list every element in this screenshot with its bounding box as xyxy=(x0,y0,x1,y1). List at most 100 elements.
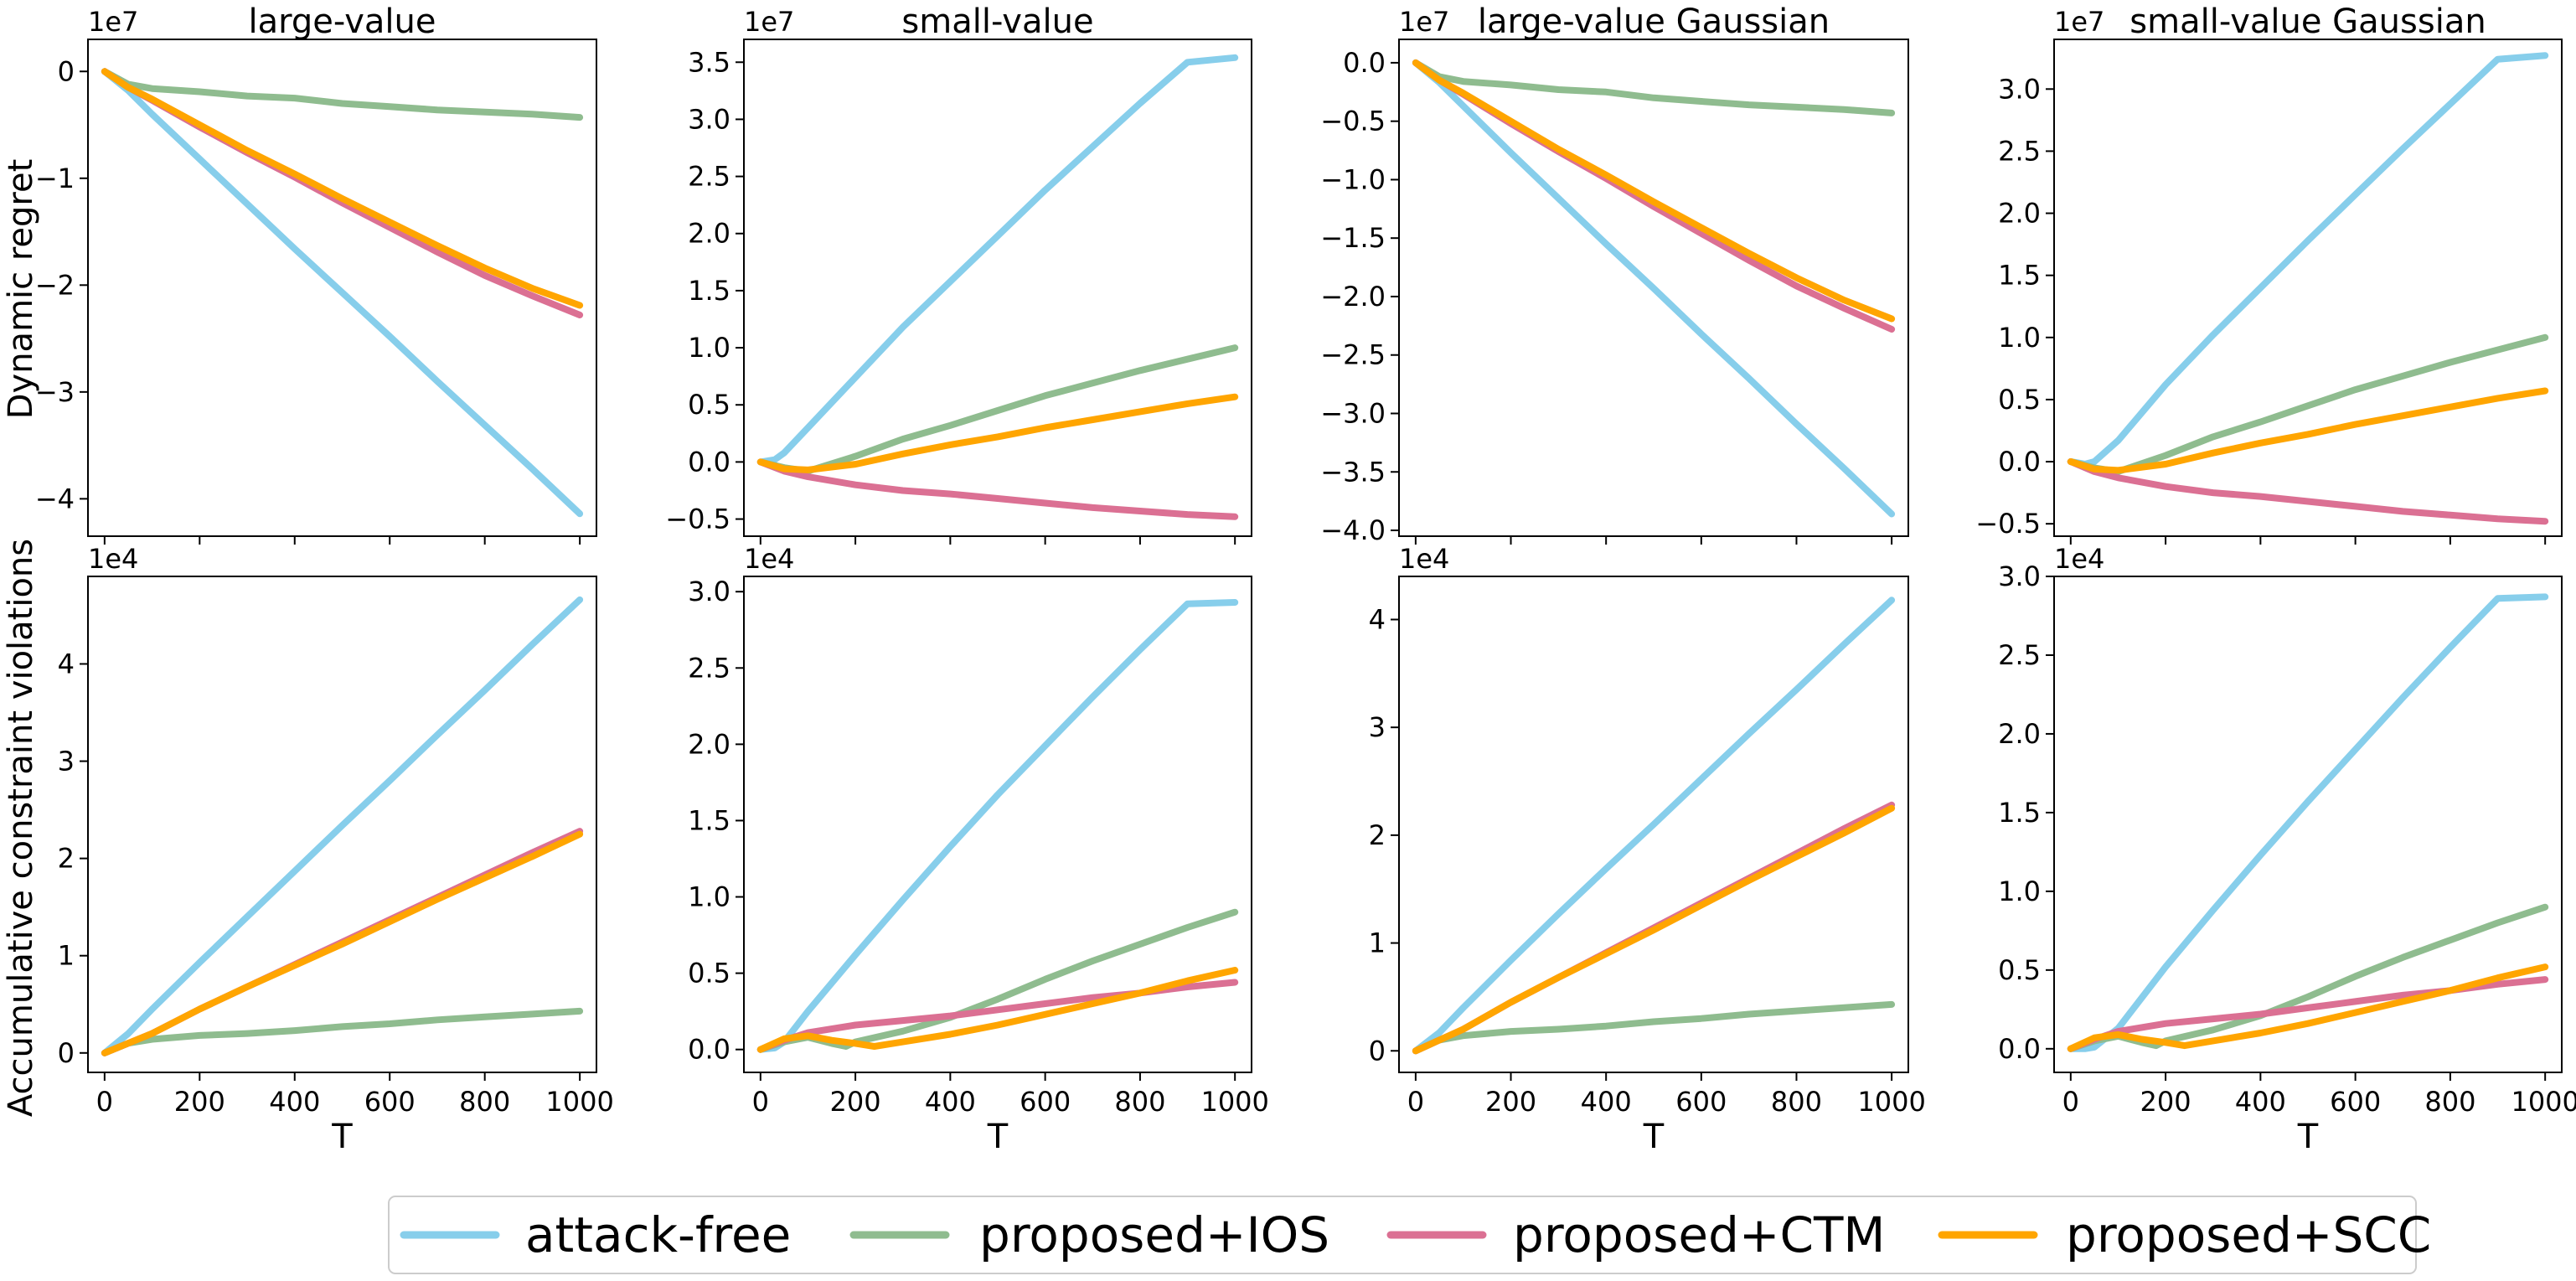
y-tick-label: 0.0 xyxy=(1343,47,1386,79)
y-tick-label: −0.5 xyxy=(1320,106,1386,137)
x-tick-label: 800 xyxy=(459,1086,510,1118)
y-tick-label: −0.5 xyxy=(1975,508,2041,540)
y-tick-label: 1.0 xyxy=(688,881,730,913)
series-line-ctm-2 xyxy=(756,458,1239,520)
y-tick-label: 0.5 xyxy=(688,389,730,421)
legend-entry-scc: proposed+SCC xyxy=(1938,1206,2431,1263)
series-line-attack-free-1 xyxy=(101,68,584,518)
x-tick-label: 600 xyxy=(2330,1086,2381,1118)
x-tick-label: 200 xyxy=(174,1086,225,1118)
y-tick-label: 2.0 xyxy=(1998,718,2041,750)
y-tick-label: −3 xyxy=(35,376,75,408)
y-tick-label: 2.5 xyxy=(1998,135,2041,167)
series-line-scc-5 xyxy=(101,830,584,1056)
y-tick-label: 1.0 xyxy=(1998,322,2041,354)
y-tick-label: 4 xyxy=(1369,603,1386,635)
series-line-ios-3 xyxy=(1412,59,1896,116)
y-tick-label: 1.5 xyxy=(688,275,730,307)
legend-label-ios: proposed+IOS xyxy=(979,1206,1329,1263)
x-tick-label: 1000 xyxy=(545,1086,613,1118)
y-tick-label: 0.0 xyxy=(688,446,730,478)
series-line-attack-free-8 xyxy=(2067,593,2549,1052)
y-tick-label: 0 xyxy=(58,1037,75,1069)
axes-frame xyxy=(1398,39,1909,537)
series-line-ios-1 xyxy=(101,68,584,121)
series-line-scc-4 xyxy=(2067,387,2549,474)
x-tick-label: 400 xyxy=(269,1086,320,1118)
y-tick-label: −2.5 xyxy=(1320,339,1386,371)
axes-frame xyxy=(2053,576,2563,1073)
axis-offset-text: 1e7 xyxy=(88,6,138,38)
series-line-scc-6 xyxy=(756,967,1239,1053)
axis-offset-text: 1e4 xyxy=(2054,543,2104,575)
x-tick-label: 800 xyxy=(2424,1086,2475,1118)
ylabel-dynamic-regret: Dynamic regret xyxy=(2,159,40,420)
subplot-6: 0 200 400 600 800 1000 0.0 0.5 1.0 1.5 2.0 2.5 3.0 1e… xyxy=(688,543,1269,1156)
y-tick-label: 0.5 xyxy=(1998,954,2041,986)
subplot-grid: 0 −1 −2 −3 −4 1e7 large-value −0.5 0.0 0.5 1.0 1.5 2… xyxy=(35,3,2576,1156)
subplot-7: 0 200 400 600 800 1000 0 1 2 3 4 1e4 T xyxy=(1369,543,1926,1156)
axis-offset-text: 1e7 xyxy=(744,6,794,38)
x-tick-label: 200 xyxy=(2140,1086,2191,1118)
y-tick-label: 2.0 xyxy=(688,728,730,760)
y-tick-label: −0.5 xyxy=(665,504,730,535)
axes-frame xyxy=(743,576,1252,1073)
x-tick-label: 800 xyxy=(1114,1086,1165,1118)
y-tick-label: 3.0 xyxy=(688,576,730,607)
y-tick-label: 1 xyxy=(1369,927,1386,959)
x-tick-label: 0 xyxy=(752,1086,769,1118)
y-tick-label: −1.5 xyxy=(1320,222,1386,254)
legend: attack-free proposed+IOS proposed+CTM pr… xyxy=(388,1196,2431,1274)
series-line-scc-1 xyxy=(101,68,584,309)
series-line-attack-free-7 xyxy=(1412,597,1896,1055)
x-tick-label: 400 xyxy=(2235,1086,2286,1118)
x-axis-label: T xyxy=(2297,1118,2319,1156)
axis-offset-text: 1e7 xyxy=(1399,6,1449,38)
y-tick-label: −2 xyxy=(35,269,75,301)
axes-frame xyxy=(1398,576,1909,1073)
series-line-scc-7 xyxy=(1412,804,1896,1055)
legend-entry-ctm: proposed+CTM xyxy=(1386,1206,1885,1263)
series-line-scc-2 xyxy=(756,393,1239,473)
x-tick-label: 800 xyxy=(1771,1086,1822,1118)
y-tick-label: 3.5 xyxy=(688,46,730,78)
y-tick-label: 3.0 xyxy=(688,103,730,135)
subplot-3: 0.0 −0.5 −1.0 −1.5 −2.0 −2.5 −3.0 −3.5 −4.0 1e7 la… xyxy=(1320,3,1909,546)
subplot-title: small-value Gaussian xyxy=(2129,3,2486,41)
y-tick-label: 2 xyxy=(58,843,75,875)
legend-entry-attack-free: attack-free xyxy=(400,1206,791,1263)
x-tick-label: 0 xyxy=(1407,1086,1424,1118)
x-tick-label: 1000 xyxy=(1200,1086,1268,1118)
subplot-8: 0 200 400 600 800 1000 0.0 0.5 1.0 1.5 2.0 2.5 3.0 1e… xyxy=(1998,543,2576,1156)
legend-entry-ios: proposed+IOS xyxy=(849,1206,1329,1263)
y-tick-label: 1.5 xyxy=(1998,797,2041,829)
series-line-attack-free-4 xyxy=(2067,52,2549,467)
x-tick-label: 1000 xyxy=(1857,1086,1925,1118)
x-axis-label: T xyxy=(331,1118,353,1156)
legend-label-scc: proposed+SCC xyxy=(2066,1206,2431,1263)
y-tick-label: −1.0 xyxy=(1320,163,1386,195)
x-tick-label: 200 xyxy=(830,1086,881,1118)
ylabel-constraint-violations: Accumulative constraint violations xyxy=(2,539,40,1117)
y-tick-label: 0.5 xyxy=(1998,384,2041,416)
y-tick-label: 1.0 xyxy=(688,332,730,364)
subplot-5: 0 200 400 600 800 1000 0 1 2 3 4 1e4 T xyxy=(58,543,614,1156)
axes-frame xyxy=(87,39,597,537)
series-line-scc-3 xyxy=(1412,59,1896,323)
x-tick-label: 200 xyxy=(1485,1086,1536,1118)
legend-label-attack-free: attack-free xyxy=(525,1206,791,1263)
axis-offset-text: 1e4 xyxy=(88,543,138,575)
series-line-attack-free-6 xyxy=(756,599,1239,1053)
legend-label-ctm: proposed+CTM xyxy=(1513,1206,1885,1263)
y-tick-label: 2.5 xyxy=(688,161,730,193)
y-tick-label: −3.0 xyxy=(1320,397,1386,429)
y-tick-label: 2 xyxy=(1369,819,1386,851)
y-tick-label: 2.0 xyxy=(688,218,730,250)
y-tick-label: 0 xyxy=(1369,1035,1386,1067)
series-line-ctm-4 xyxy=(2067,458,2549,525)
y-tick-label: 3.0 xyxy=(1998,73,2041,105)
series-line-ios-7 xyxy=(1412,1000,1896,1055)
y-tick-label: 0.0 xyxy=(1998,446,2041,478)
x-tick-label: 0 xyxy=(96,1086,113,1118)
subplot-2: −0.5 0.0 0.5 1.0 1.5 2.0 2.5 3.0 3.5 1e7 small-val… xyxy=(665,3,1252,545)
